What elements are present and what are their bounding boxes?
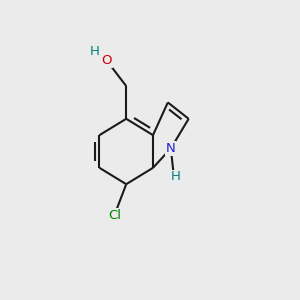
- Text: N: N: [166, 142, 176, 155]
- Text: H: H: [170, 170, 180, 183]
- Text: Cl: Cl: [108, 209, 121, 222]
- Text: O: O: [102, 54, 112, 67]
- Text: H: H: [89, 45, 99, 58]
